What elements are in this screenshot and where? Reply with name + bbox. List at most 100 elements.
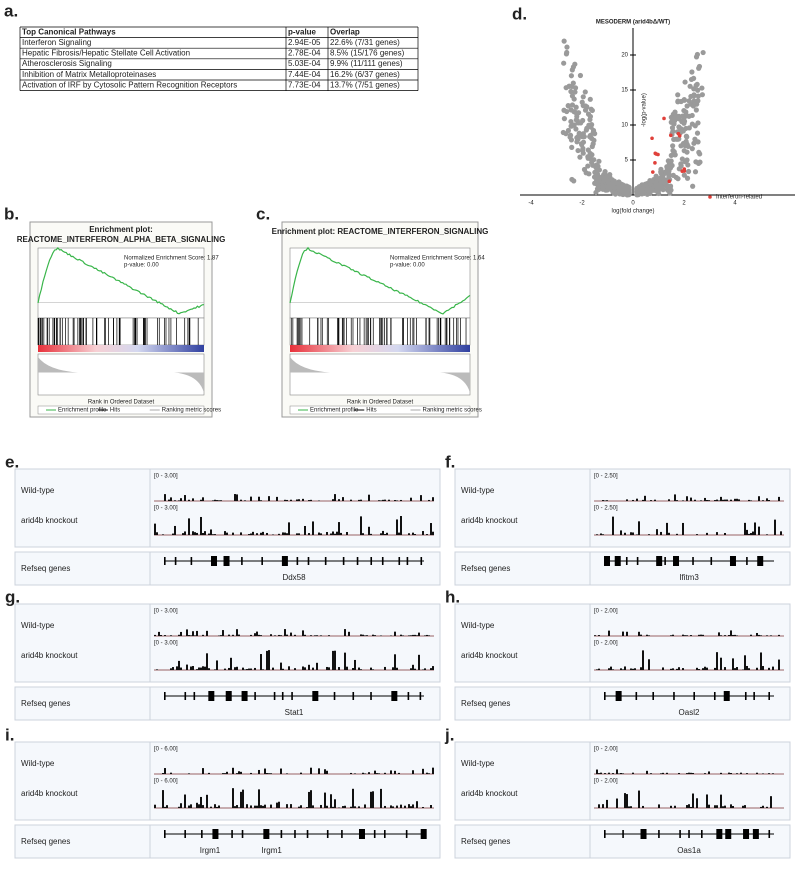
coverage-bar [156, 532, 158, 535]
coverage-bar [154, 634, 156, 636]
coverage-bar [408, 804, 410, 808]
y-tick-label: 15 [621, 88, 628, 94]
coverage-bar [690, 497, 692, 501]
coverage-bar [316, 635, 318, 636]
coverage-bar [736, 635, 738, 636]
coverage-bar [716, 652, 718, 670]
coverage-bar [238, 807, 240, 808]
coverage-bar [256, 533, 258, 535]
x-tick-label: 4 [733, 201, 737, 207]
panel-label: b. [4, 204, 19, 223]
coverage-bar [276, 802, 278, 808]
coverage-bar [248, 534, 250, 535]
point [610, 189, 616, 195]
coverage-bar [240, 771, 242, 774]
exon [768, 830, 771, 838]
coverage-bar [260, 654, 262, 670]
exon [604, 692, 606, 700]
point [561, 116, 568, 122]
exon [640, 829, 647, 839]
legend-frame [289, 405, 471, 415]
exon [208, 691, 215, 701]
exon [710, 557, 713, 565]
coverage-bar [286, 773, 288, 774]
point [681, 148, 687, 154]
exon [614, 556, 621, 566]
coverage-bar [746, 529, 748, 535]
point [575, 147, 581, 154]
coverage-bar [326, 770, 328, 774]
coverage-bar [676, 533, 678, 535]
coverage-bar [430, 805, 432, 808]
coverage-bar [730, 772, 732, 774]
coverage-bar [430, 523, 432, 535]
point [596, 158, 602, 164]
exon [419, 692, 422, 700]
coverage-bar [170, 668, 172, 670]
coverage-bar [294, 668, 296, 670]
coverage-bar [362, 772, 364, 774]
panel-label: j. [444, 725, 454, 744]
point [593, 189, 599, 196]
coverage-bar [632, 772, 634, 774]
point [678, 143, 684, 149]
coverage-bar [600, 533, 602, 535]
coverage-bar [244, 500, 246, 501]
point [650, 187, 656, 193]
coverage-bar [302, 630, 304, 636]
point [686, 98, 692, 104]
point [673, 174, 679, 181]
coverage-bar [714, 805, 716, 808]
point [608, 182, 614, 188]
coverage-bar [400, 516, 402, 535]
coverage-bar [154, 804, 156, 808]
exon [164, 692, 166, 700]
coverage-bar [342, 497, 344, 501]
point [685, 168, 692, 175]
track-box [14, 551, 441, 586]
coverage-bar [722, 806, 724, 808]
point [618, 187, 625, 193]
point [659, 173, 665, 179]
coverage-bar [348, 631, 350, 636]
coverage-bar [416, 635, 418, 636]
coverage-bar [646, 634, 648, 636]
coverage-bar [358, 667, 360, 670]
point [577, 154, 583, 160]
coverage-bar [260, 635, 262, 636]
coverage-bar [410, 668, 412, 670]
exon [420, 829, 427, 839]
coverage-bar [368, 494, 370, 501]
coverage-bar [732, 634, 734, 636]
coverage-bar [376, 773, 378, 774]
exon [752, 829, 759, 839]
coverage-bar [616, 769, 618, 774]
coverage-bar [600, 772, 602, 774]
exon [212, 829, 219, 839]
coverage-bar [354, 659, 356, 670]
coverage-bar [190, 635, 192, 636]
coverage-bar [346, 532, 348, 535]
exon [636, 557, 639, 565]
coverage-bar [742, 669, 744, 670]
exon [291, 692, 293, 700]
coverage-bar [200, 667, 202, 670]
exon [273, 692, 276, 700]
point [688, 76, 695, 83]
coverage-bar [358, 806, 360, 808]
exon [306, 830, 309, 838]
point [577, 72, 584, 79]
coverage-bar [288, 522, 290, 535]
coverage-bar [602, 500, 604, 501]
coverage-bar [218, 805, 220, 808]
coverage-bar [330, 533, 332, 535]
point-highlight [662, 116, 666, 121]
point [583, 127, 589, 133]
coverage-bar [646, 770, 648, 774]
coverage-bar [762, 773, 764, 774]
coverage-bar [278, 533, 280, 535]
coverage-bar [352, 668, 354, 670]
coverage-bar [380, 533, 382, 535]
coverage-bar [344, 805, 346, 808]
coverage-bar [280, 662, 282, 670]
